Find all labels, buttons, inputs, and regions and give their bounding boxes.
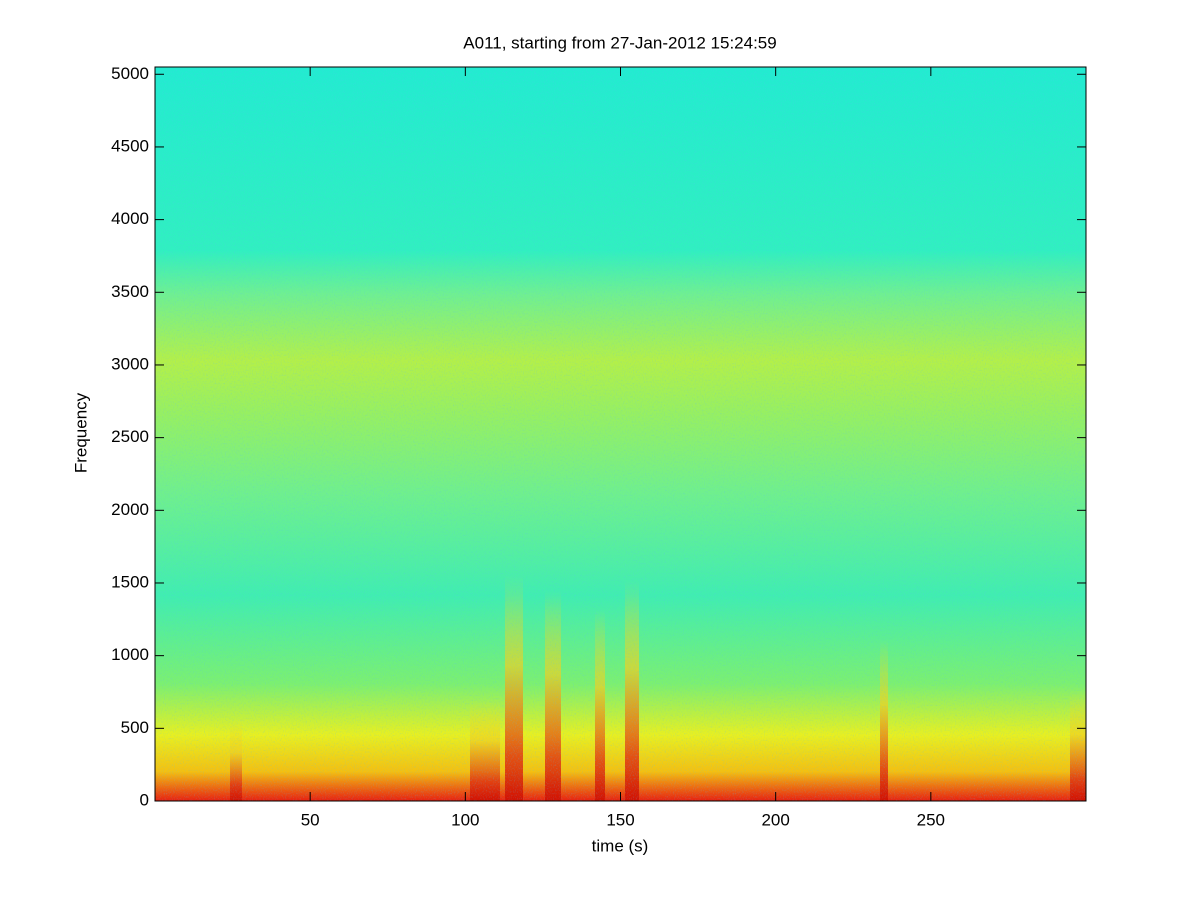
y-tick-label: 3500 xyxy=(111,282,149,301)
spectrogram-noise xyxy=(155,67,1086,801)
y-tick-label: 1000 xyxy=(111,645,149,664)
y-tick-label: 3000 xyxy=(111,354,149,373)
y-tick-label: 2000 xyxy=(111,500,149,519)
spectrogram-image xyxy=(154,66,1087,802)
y-tick-label: 4000 xyxy=(111,209,149,228)
x-axis-label: time (s) xyxy=(592,836,649,855)
x-tick-label: 250 xyxy=(917,810,945,829)
y-tick-label: 2500 xyxy=(111,427,149,446)
chart-title: A011, starting from 27-Jan-2012 15:24:59 xyxy=(463,33,776,52)
y-tick-label: 0 xyxy=(140,790,149,809)
y-tick-label: 500 xyxy=(121,718,149,737)
y-tick-label: 5000 xyxy=(111,64,149,83)
x-tick-label: 50 xyxy=(301,810,320,829)
x-tick-label: 200 xyxy=(761,810,789,829)
x-tick-label: 150 xyxy=(606,810,634,829)
y-tick-label: 4500 xyxy=(111,136,149,155)
y-tick-label: 1500 xyxy=(111,572,149,591)
y-axis-label: Frequency xyxy=(71,392,90,473)
x-tick-label: 100 xyxy=(451,810,479,829)
